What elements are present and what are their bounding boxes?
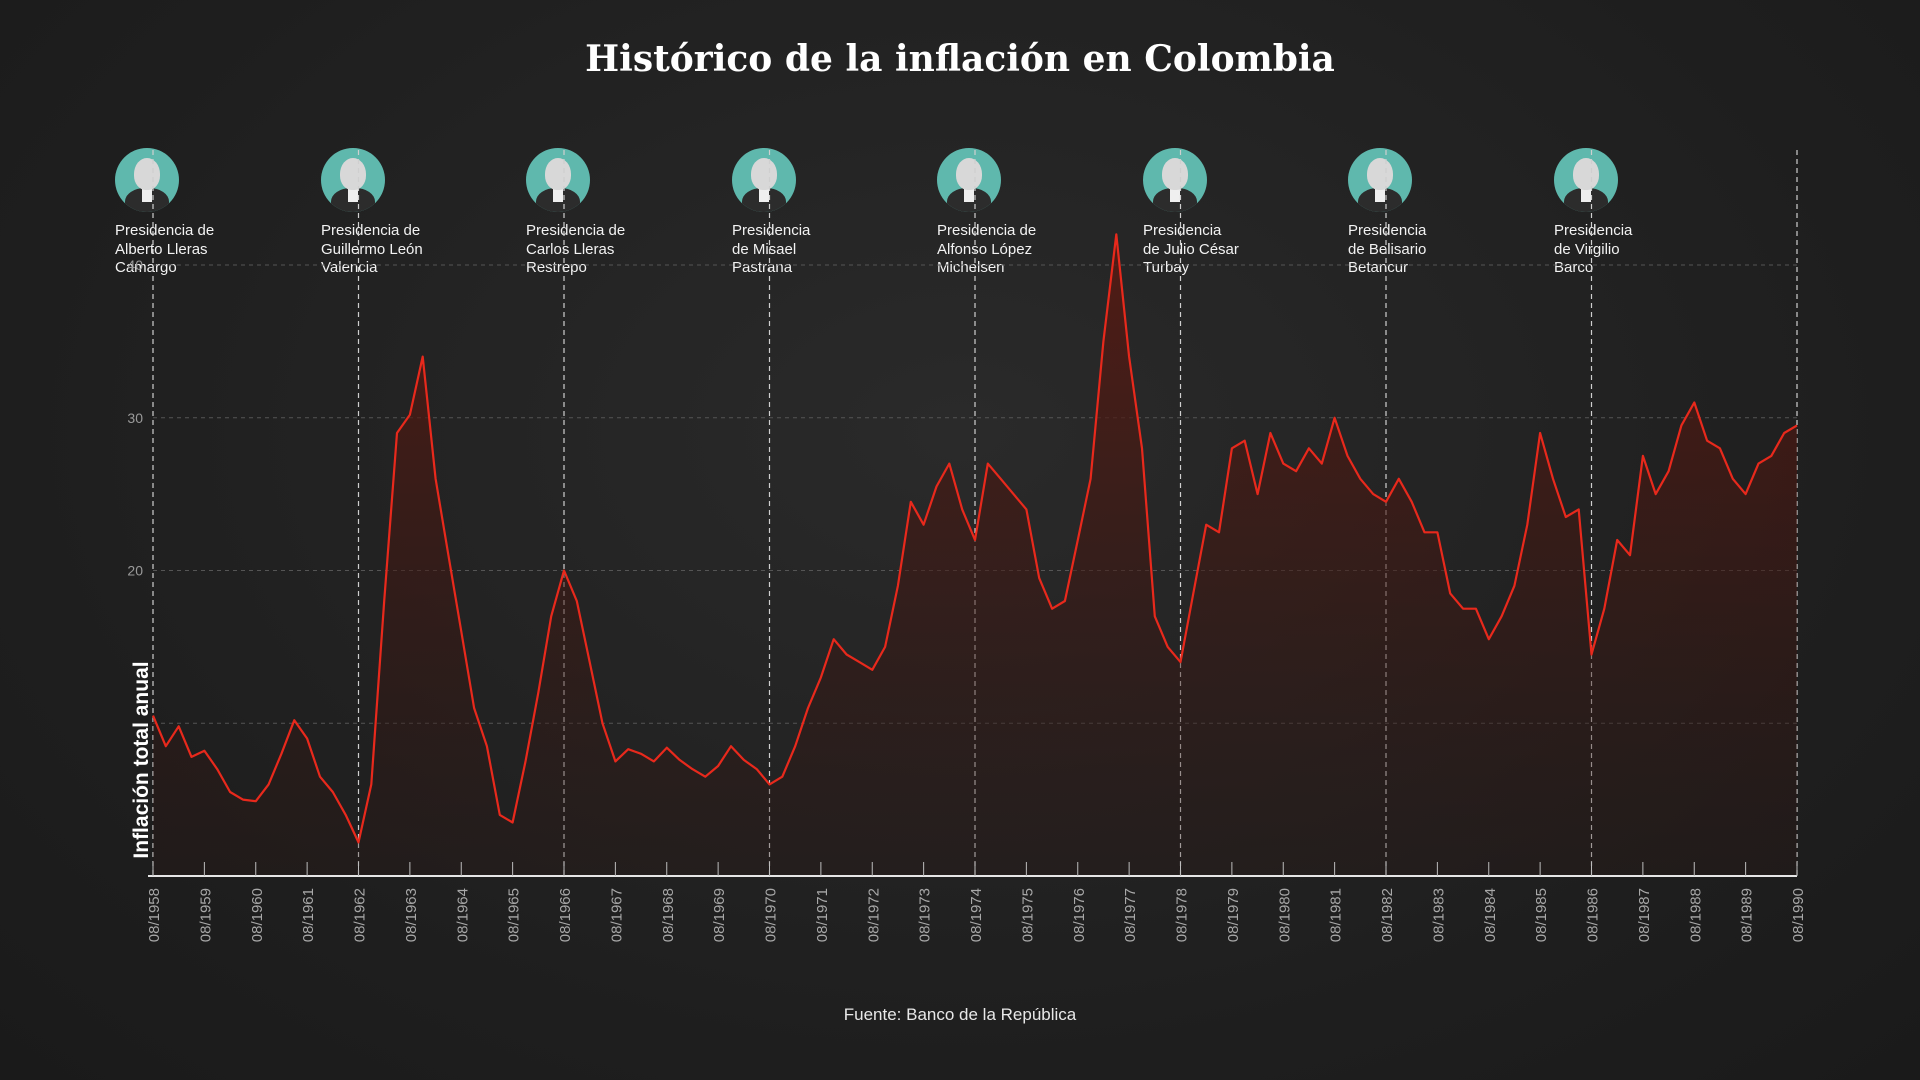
x-tick-label: 08/1959 [197, 888, 214, 942]
x-tick-label: 08/1965 [506, 888, 523, 942]
x-tick-label: 08/1990 [1790, 888, 1807, 942]
x-tick-label: 08/1975 [1019, 888, 1036, 942]
x-tick-label: 08/1978 [1174, 888, 1191, 942]
president-block: Presidencia de Guillermo León Valencia [321, 148, 521, 278]
president-block: Presidencia de Belisario Betancur [1348, 148, 1548, 278]
president-block: Presidencia de Alberto Lleras Camargo [115, 148, 315, 278]
president-portrait [1348, 148, 1412, 212]
president-label: Presidencia de Julio César Turbay [1143, 222, 1239, 276]
x-tick-label: 08/1983 [1430, 888, 1447, 942]
x-tick-label: 08/1987 [1636, 888, 1653, 942]
x-tick-label: 08/1988 [1687, 888, 1704, 942]
y-tick-label: 40 [127, 257, 143, 273]
x-tick-label: 08/1961 [300, 888, 317, 942]
x-tick-label: 08/1985 [1533, 888, 1550, 942]
president-label: Presidencia de Alberto Lleras Camargo [115, 222, 215, 276]
x-tick-label: 08/1960 [249, 888, 266, 942]
inflation-line [151, 233, 1798, 844]
president-label: Presidencia de Alfonso López Michelsen [937, 222, 1037, 276]
president-label: Presidencia de Virgilio Barco [1554, 222, 1633, 276]
x-tick-label: 08/1967 [608, 888, 625, 942]
president-portrait [321, 148, 385, 212]
president-block: Presidencia de Julio César Turbay [1143, 148, 1343, 278]
president-block: Presidencia de Virgilio Barco [1554, 148, 1754, 278]
chart-title: Histórico de la inflación en Colombia [585, 38, 1335, 80]
source-note: Fuente: Banco de la República [843, 1005, 1077, 1024]
x-tick-label: 08/1982 [1379, 888, 1396, 942]
president-portrait [526, 148, 590, 212]
x-tick-label: 08/1977 [1122, 888, 1139, 942]
president-label: Presidencia de Belisario Betancur [1348, 222, 1427, 276]
president-portrait [1554, 148, 1618, 212]
x-tick-label: 08/1969 [711, 888, 728, 942]
x-tick-label: 08/1979 [1225, 888, 1242, 942]
x-tick-label: 08/1962 [352, 888, 369, 942]
x-tick-label: 08/1986 [1585, 888, 1602, 942]
x-tick-label: 08/1974 [968, 888, 985, 942]
inflation-area [153, 234, 1797, 876]
president-portrait [1143, 148, 1207, 212]
x-tick-label: 08/1980 [1276, 888, 1293, 942]
y-tick-label: 30 [127, 410, 143, 426]
president-label: Presidencia de Guillermo León Valencia [321, 222, 423, 276]
president-portrait [937, 148, 1001, 212]
president-portrait [732, 148, 796, 212]
x-tick-label: 08/1972 [865, 888, 882, 942]
president-portrait [115, 148, 179, 212]
president-block: Presidencia de Misael Pastrana [732, 148, 932, 278]
x-tick-label: 08/1968 [660, 888, 677, 942]
x-tick-label: 08/1966 [557, 888, 574, 942]
x-tick-label: 08/1981 [1328, 888, 1345, 942]
y-axis-label: Inflación total anual [130, 661, 153, 859]
president-block: Presidencia de Alfonso López Michelsen [937, 148, 1137, 278]
president-label: Presidencia de Carlos Lleras Restrepo [526, 222, 626, 276]
x-tick-label: 08/1989 [1739, 888, 1756, 942]
x-tick-label: 08/1970 [763, 888, 780, 942]
x-tick-label: 08/1976 [1071, 888, 1088, 942]
x-tick-label: 08/1963 [403, 888, 420, 942]
x-tick-label: 08/1973 [917, 888, 934, 942]
x-tick-label: 08/1984 [1482, 888, 1499, 942]
president-block: Presidencia de Carlos Lleras Restrepo [526, 148, 726, 278]
president-label: Presidencia de Misael Pastrana [732, 222, 811, 276]
x-tick-label: 08/1964 [454, 888, 471, 942]
y-tick-label: 20 [127, 563, 143, 579]
x-tick-label: 08/1958 [146, 888, 163, 942]
x-tick-label: 08/1971 [814, 888, 831, 942]
